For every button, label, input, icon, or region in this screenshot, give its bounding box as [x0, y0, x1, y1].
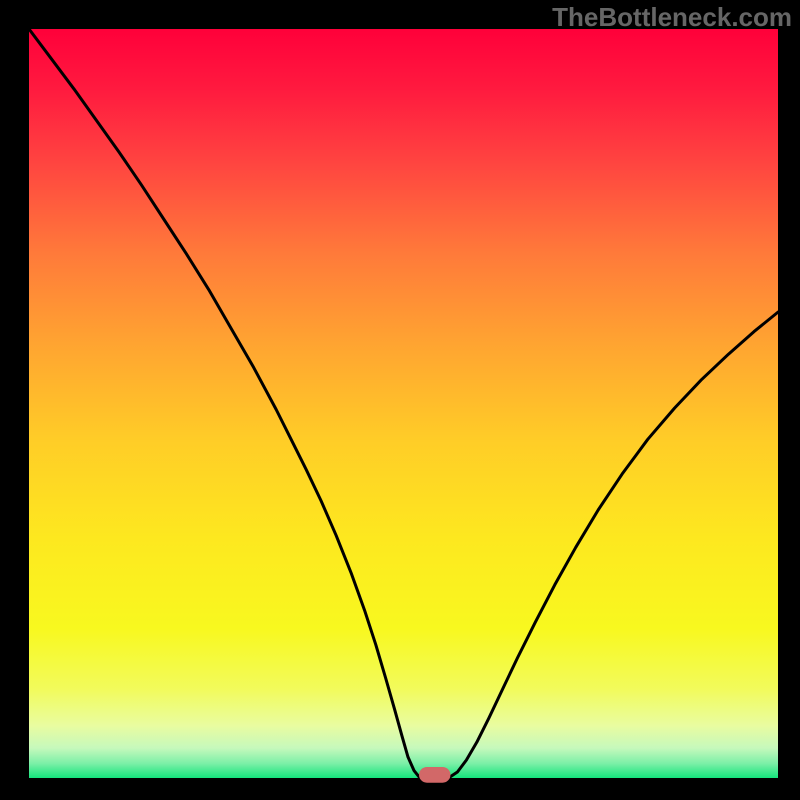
bottleneck-curve [29, 29, 778, 778]
optimum-marker [419, 767, 450, 783]
plot-area [29, 29, 778, 778]
chart-frame: TheBottleneck.com [0, 0, 800, 800]
